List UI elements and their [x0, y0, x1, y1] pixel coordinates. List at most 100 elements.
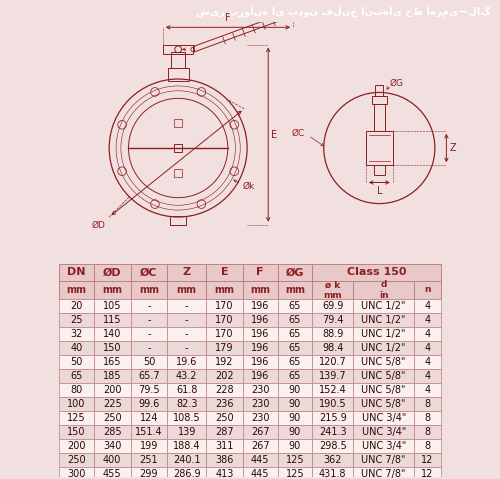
- Bar: [59, 383, 94, 397]
- Bar: [243, 467, 278, 479]
- Text: mm: mm: [176, 285, 197, 295]
- Bar: [353, 397, 414, 411]
- Bar: [168, 467, 206, 479]
- Text: ØD: ØD: [92, 221, 105, 230]
- Text: 150: 150: [67, 427, 86, 437]
- Bar: [278, 281, 312, 299]
- Text: 98.4: 98.4: [322, 343, 344, 353]
- Bar: [94, 425, 130, 439]
- Text: 8: 8: [424, 441, 430, 451]
- Bar: [353, 467, 414, 479]
- Text: 199: 199: [140, 441, 158, 451]
- Text: 196: 196: [251, 343, 270, 353]
- Bar: [130, 264, 168, 281]
- Bar: [414, 383, 441, 397]
- Text: 188.4: 188.4: [173, 441, 201, 451]
- Bar: [59, 369, 94, 383]
- Text: 196: 196: [251, 357, 270, 367]
- Bar: [94, 281, 130, 299]
- Bar: [243, 411, 278, 425]
- Bar: [278, 264, 312, 281]
- Bar: [130, 439, 168, 453]
- Text: 445: 445: [251, 468, 270, 479]
- Text: 299: 299: [140, 468, 158, 479]
- Text: 200: 200: [103, 385, 122, 395]
- Bar: [414, 327, 441, 341]
- Text: 285: 285: [103, 427, 122, 437]
- Bar: [243, 369, 278, 383]
- Text: 200: 200: [67, 441, 86, 451]
- Bar: [414, 425, 441, 439]
- Bar: [414, 299, 441, 313]
- Text: ØC: ØC: [292, 129, 304, 138]
- Bar: [206, 383, 243, 397]
- Bar: [278, 299, 312, 313]
- Text: -: -: [185, 329, 188, 339]
- Text: 340: 340: [103, 441, 122, 451]
- Text: UNC 3/4": UNC 3/4": [362, 413, 406, 422]
- Text: 455: 455: [103, 468, 122, 479]
- Bar: [243, 299, 278, 313]
- Text: UNC 1/2": UNC 1/2": [362, 301, 406, 311]
- Text: 120.7: 120.7: [319, 357, 346, 367]
- Bar: [278, 425, 312, 439]
- Text: 65: 65: [70, 371, 83, 381]
- Bar: [353, 281, 414, 299]
- Bar: [94, 264, 130, 281]
- Text: 8: 8: [424, 399, 430, 409]
- Text: E: E: [271, 130, 277, 139]
- Bar: [372, 96, 387, 104]
- Text: 65: 65: [288, 371, 301, 381]
- Bar: [278, 397, 312, 411]
- Bar: [130, 313, 168, 327]
- Text: UNC 1/2": UNC 1/2": [362, 329, 406, 339]
- Text: ØG: ØG: [286, 267, 304, 277]
- Text: 50: 50: [143, 357, 155, 367]
- Text: 170: 170: [215, 329, 234, 339]
- Text: -: -: [147, 329, 150, 339]
- Bar: [243, 355, 278, 369]
- Text: E: E: [220, 267, 228, 277]
- Text: 236: 236: [215, 399, 234, 409]
- Bar: [59, 453, 94, 467]
- Bar: [243, 453, 278, 467]
- Bar: [94, 341, 130, 355]
- Text: 99.6: 99.6: [138, 399, 160, 409]
- Text: -: -: [185, 315, 188, 325]
- Bar: [130, 299, 168, 313]
- Bar: [168, 299, 206, 313]
- Bar: [243, 397, 278, 411]
- Bar: [312, 439, 353, 453]
- Text: Øk: Øk: [242, 182, 254, 191]
- Bar: [94, 299, 130, 313]
- Bar: [353, 411, 414, 425]
- Bar: [94, 369, 130, 383]
- Bar: [243, 327, 278, 341]
- Text: 25: 25: [70, 315, 82, 325]
- Text: UNC 1/2": UNC 1/2": [362, 315, 406, 325]
- Bar: [353, 355, 414, 369]
- Text: 4: 4: [424, 357, 430, 367]
- Bar: [206, 369, 243, 383]
- Bar: [168, 411, 206, 425]
- Bar: [374, 104, 385, 131]
- Bar: [206, 411, 243, 425]
- Text: UNC 7/8": UNC 7/8": [362, 468, 406, 479]
- Text: 140: 140: [103, 329, 122, 339]
- Bar: [174, 169, 182, 177]
- Text: 215.9: 215.9: [319, 413, 346, 422]
- Bar: [163, 45, 194, 54]
- Text: -: -: [185, 343, 188, 353]
- Bar: [59, 327, 94, 341]
- Text: 65: 65: [288, 301, 301, 311]
- Text: UNC 5/8": UNC 5/8": [362, 399, 406, 409]
- Bar: [312, 369, 353, 383]
- Text: UNC 5/8": UNC 5/8": [362, 371, 406, 381]
- Text: 8: 8: [424, 427, 430, 437]
- Bar: [278, 341, 312, 355]
- Bar: [168, 327, 206, 341]
- Bar: [130, 281, 168, 299]
- Bar: [312, 453, 353, 467]
- Bar: [353, 327, 414, 341]
- Bar: [278, 467, 312, 479]
